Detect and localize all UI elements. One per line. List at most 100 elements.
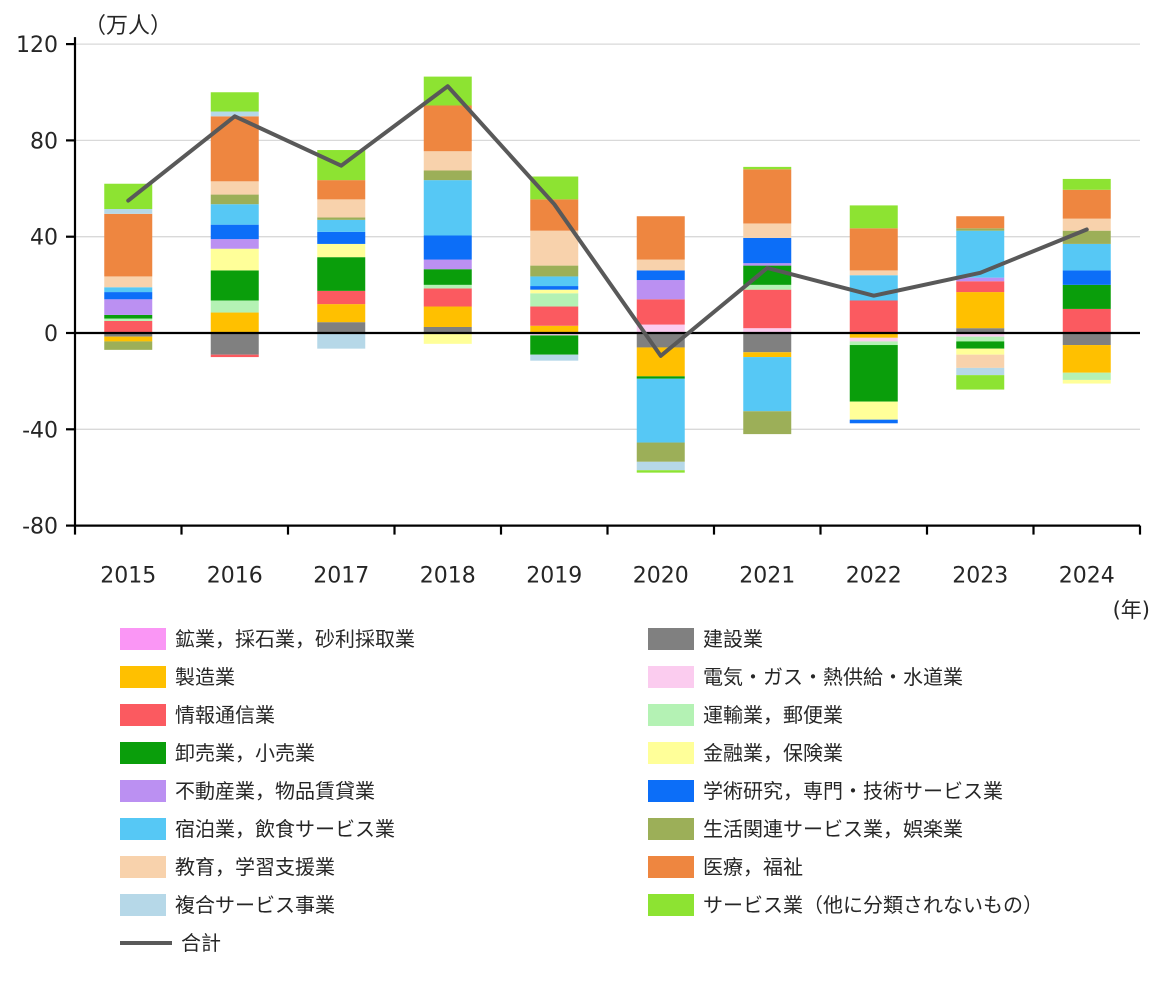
x-tick-label: 2023 bbox=[952, 564, 1008, 589]
legend-item: 学術研究，専門・技術サービス業 bbox=[648, 780, 1148, 802]
bar-segment bbox=[530, 306, 579, 326]
bar-segment bbox=[104, 213, 153, 277]
bar-segment bbox=[210, 333, 259, 355]
legend-color-swatch bbox=[120, 818, 166, 840]
legend-label: 金融業，保険業 bbox=[703, 741, 843, 765]
total-line bbox=[126, 84, 1089, 358]
bar-segment bbox=[636, 324, 685, 333]
y-tick-label: -80 bbox=[22, 515, 58, 540]
bar-segment bbox=[956, 375, 1005, 390]
bar-segment bbox=[423, 170, 472, 181]
bar-segment bbox=[636, 378, 685, 443]
bar-segment bbox=[423, 288, 472, 307]
bar-segment bbox=[1062, 243, 1111, 271]
bar-segment bbox=[1062, 372, 1111, 380]
legend-color-swatch bbox=[648, 628, 694, 650]
x-tick-label: 2015 bbox=[100, 564, 156, 589]
bar-segment bbox=[636, 347, 685, 377]
bar-segment bbox=[849, 337, 898, 342]
bar-segment bbox=[423, 76, 472, 106]
legend-item-total: 合計 bbox=[120, 933, 648, 953]
bar-segment bbox=[317, 217, 366, 220]
y-tick-label: 80 bbox=[30, 129, 58, 154]
legend-item: 宿泊業，飲食サービス業 bbox=[120, 818, 648, 840]
bar-segment bbox=[849, 401, 898, 420]
bar-segment bbox=[1062, 308, 1111, 333]
bar-segment bbox=[104, 292, 153, 300]
legend-color-swatch bbox=[120, 666, 166, 688]
legend-color-swatch bbox=[648, 742, 694, 764]
bar-segment bbox=[1062, 333, 1111, 346]
legend: 鉱業，採石業，砂利採取業 建設業 製造業 電気・ガス・熱供給・水道業 情報通信業 運輸業，… bbox=[120, 620, 1148, 962]
bar-segment bbox=[849, 341, 898, 346]
x-labels: 2015 2016 2017 2018 2019 2020 2021 2022 2023 2024 bbox=[100, 564, 1115, 589]
bar-segment bbox=[743, 166, 792, 170]
legend-color-swatch bbox=[648, 780, 694, 802]
bar-segment bbox=[956, 328, 1005, 333]
bar-segment bbox=[317, 257, 366, 291]
legend-label: 合計 bbox=[181, 931, 221, 955]
bar-segment bbox=[210, 92, 259, 112]
y-axis-unit-label: （万人） bbox=[84, 14, 173, 39]
bar-segment bbox=[423, 284, 472, 289]
bar-segment bbox=[104, 287, 153, 293]
bar-segment bbox=[849, 228, 898, 271]
bar-segment bbox=[530, 289, 579, 294]
bar-segment bbox=[210, 239, 259, 249]
legend-color-swatch bbox=[648, 856, 694, 878]
bar-segment bbox=[104, 336, 153, 342]
bar-segment bbox=[956, 292, 1005, 329]
legend-item: サービス業（他に分類されないもの） bbox=[648, 894, 1148, 916]
bar-segment bbox=[317, 243, 366, 258]
bar-segment bbox=[423, 180, 472, 236]
bar-segment bbox=[530, 293, 579, 307]
legend-item: 卸売業，小売業 bbox=[120, 742, 648, 764]
bar-segment bbox=[1062, 270, 1111, 285]
bar-segment bbox=[530, 286, 579, 290]
bar-segment bbox=[530, 335, 579, 355]
x-tick-label: 2017 bbox=[313, 564, 369, 589]
bar-segment bbox=[317, 322, 366, 333]
bar-segment bbox=[1062, 379, 1111, 384]
legend-item: 電気・ガス・熱供給・水道業 bbox=[648, 666, 1148, 688]
legend-color-swatch bbox=[648, 666, 694, 688]
bar-segment bbox=[423, 269, 472, 285]
bar-segment bbox=[104, 209, 153, 214]
bar-segment bbox=[317, 180, 366, 200]
bar-segment bbox=[743, 237, 792, 264]
legend-label: 学術研究，専門・技術サービス業 bbox=[703, 779, 1003, 803]
legend-item: 医療，福祉 bbox=[648, 856, 1148, 878]
legend-label: 医療，福祉 bbox=[703, 855, 803, 879]
bar-segment bbox=[743, 223, 792, 238]
x-axis-unit-label: (年) bbox=[1112, 598, 1150, 622]
bar-segment bbox=[849, 205, 898, 229]
bar-segment bbox=[423, 333, 472, 344]
y-tick-label: 0 bbox=[44, 322, 58, 347]
bar-segment bbox=[210, 204, 259, 225]
legend-total-line-swatch bbox=[120, 941, 172, 945]
legend-label: 電気・ガス・熱供給・水道業 bbox=[703, 665, 963, 689]
bar-segment bbox=[1062, 178, 1111, 190]
bar-segment bbox=[210, 224, 259, 240]
bar-segment bbox=[423, 235, 472, 260]
bar-segment bbox=[104, 276, 153, 288]
bar-segment bbox=[423, 306, 472, 327]
bar-segment bbox=[956, 336, 1005, 342]
legend-label: 卸売業，小売業 bbox=[175, 741, 315, 765]
bar-segment bbox=[636, 442, 685, 462]
legend-label: サービス業（他に分類されないもの） bbox=[703, 893, 1043, 917]
legend-label: 建設業 bbox=[703, 627, 763, 651]
bar-segment bbox=[956, 354, 1005, 368]
legend-color-swatch bbox=[120, 742, 166, 764]
legend-item: 生活関連サービス業，娯楽業 bbox=[648, 818, 1148, 840]
bar-2022 bbox=[849, 205, 898, 424]
bar-segment bbox=[849, 345, 898, 402]
bar-segment bbox=[636, 376, 685, 379]
y-tick-label: 40 bbox=[30, 226, 58, 251]
legend-item: 不動産業，物品賃貸業 bbox=[120, 780, 648, 802]
bar-segment bbox=[956, 277, 1005, 282]
bar-segment bbox=[1062, 189, 1111, 219]
legend-label: 製造業 bbox=[175, 665, 235, 689]
bar-segment bbox=[743, 333, 792, 353]
bar-segment bbox=[743, 352, 792, 358]
